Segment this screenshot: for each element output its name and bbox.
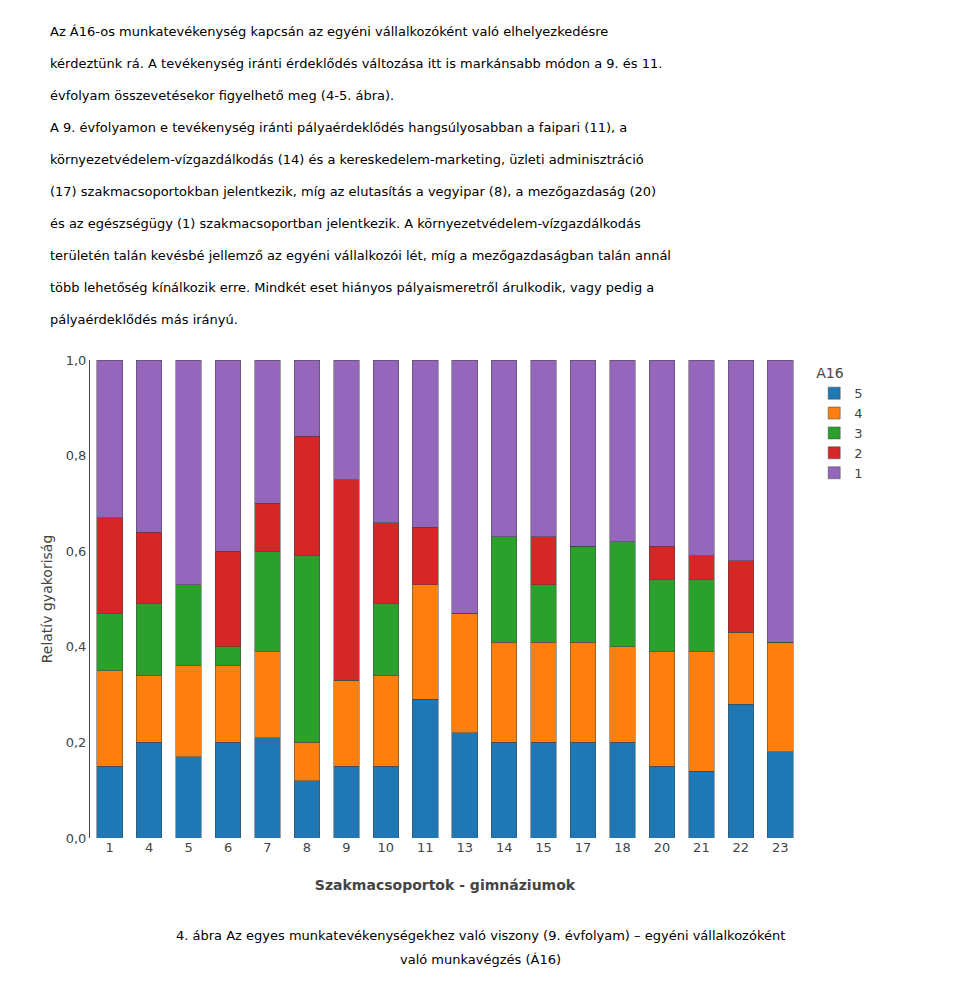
svg-text:0,4: 0,4: [66, 639, 87, 654]
svg-text:4. ábra Az egyes munkatevékeny: 4. ábra Az egyes munkatevékenységekhez v…: [176, 928, 785, 943]
svg-text:0,0: 0,0: [66, 831, 87, 846]
svg-text:10: 10: [378, 840, 395, 855]
svg-text:0,2: 0,2: [66, 735, 87, 750]
svg-text:6: 6: [224, 840, 232, 855]
svg-text:1: 1: [106, 840, 114, 855]
svg-text:A 9. évfolyamon e tevékenység: A 9. évfolyamon e tevékenység iránti pál…: [50, 120, 627, 135]
svg-text:5: 5: [854, 386, 862, 401]
svg-text:3: 3: [854, 426, 862, 441]
svg-text:14: 14: [496, 840, 513, 855]
svg-text:4: 4: [854, 406, 862, 421]
svg-text:23: 23: [772, 840, 789, 855]
svg-text:21: 21: [693, 840, 710, 855]
svg-text:Relatív gyakoriság: Relatív gyakoriság: [39, 535, 55, 664]
svg-text:7: 7: [263, 840, 271, 855]
svg-text:18: 18: [614, 840, 631, 855]
svg-text:több lehetőség kínálkozik erre: több lehetőség kínálkozik erre. Mindkét …: [50, 280, 654, 295]
svg-text:kérdeztünk rá. A tevékenység i: kérdeztünk rá. A tevékenység iránti érde…: [50, 56, 662, 71]
svg-text:környezetvédelem-vízgazdálkodá: környezetvédelem-vízgazdálkodás (14) és …: [50, 152, 644, 167]
svg-text:2: 2: [854, 446, 862, 461]
svg-text:5: 5: [184, 840, 192, 855]
svg-text:területén talán kevésbé jellem: területén talán kevésbé jellemző az egyé…: [50, 248, 671, 263]
svg-text:1: 1: [854, 466, 862, 481]
svg-text:11: 11: [417, 840, 434, 855]
svg-text:évfolyam összevetésekor figyel: évfolyam összevetésekor figyelhető meg (…: [50, 88, 394, 103]
svg-text:pályaérdeklődés más irányú.: pályaérdeklődés más irányú.: [50, 312, 238, 327]
svg-text:való munkavégzés (Á16): való munkavégzés (Á16): [400, 952, 561, 967]
svg-text:22: 22: [733, 840, 750, 855]
svg-text:1,0: 1,0: [66, 353, 87, 368]
svg-text:Szakmacsoportok - gimnáziumok: Szakmacsoportok - gimnáziumok: [315, 877, 576, 893]
svg-text:9: 9: [342, 840, 350, 855]
svg-text:0,6: 0,6: [66, 544, 87, 559]
svg-text:Az Á16-os munkatevékenység kap: Az Á16-os munkatevékenység kapcsán az eg…: [50, 24, 608, 39]
svg-text:17: 17: [575, 840, 592, 855]
svg-text:4: 4: [145, 840, 153, 855]
svg-text:15: 15: [535, 840, 552, 855]
svg-text:8: 8: [303, 840, 311, 855]
svg-text:20: 20: [654, 840, 671, 855]
svg-text:A16: A16: [816, 365, 843, 381]
svg-text:13: 13: [456, 840, 473, 855]
svg-text:(17) szakmacsoportokban jelent: (17) szakmacsoportokban jelentkezik, míg…: [50, 184, 656, 199]
svg-text:és az egészségügy (1) szakmacs: és az egészségügy (1) szakmacsoportban j…: [50, 216, 641, 231]
svg-text:0,8: 0,8: [66, 448, 87, 463]
